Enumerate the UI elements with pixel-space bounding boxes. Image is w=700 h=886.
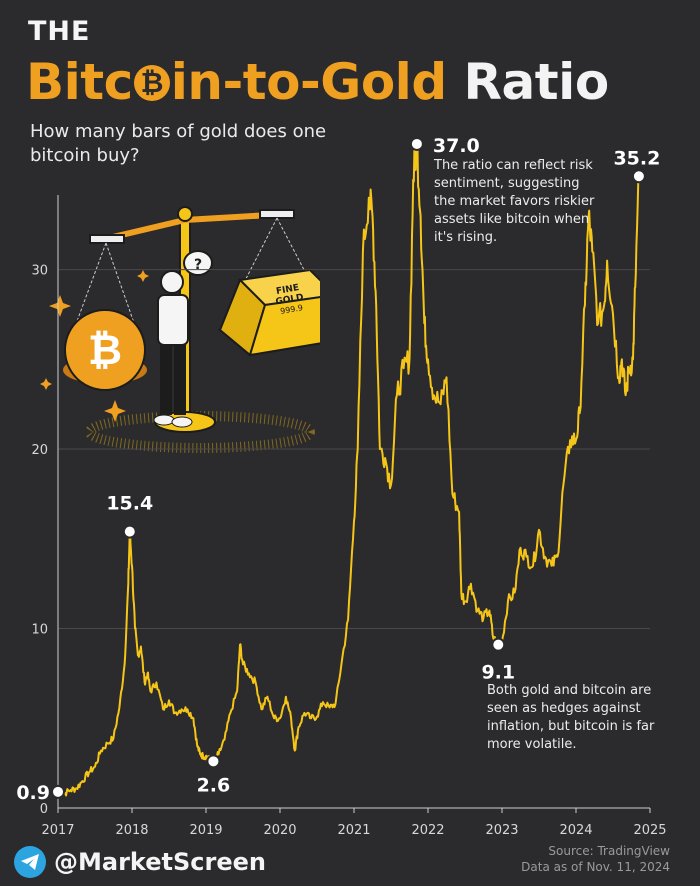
title-part-bitcoin: Bitc: [26, 53, 133, 111]
source-note: Source: TradingView Data as of Nov. 11, …: [521, 843, 670, 875]
y-tick-label: 10: [31, 623, 48, 638]
gold-bar-icon: FINE GOLD 999.9: [217, 268, 320, 357]
ratio-series-line: [57, 141, 640, 797]
svg-text:?: ?: [194, 257, 202, 273]
svg-text:₿: ₿: [88, 325, 122, 374]
annotation-marker: [491, 637, 506, 652]
chart-axes: 0 10 20 30 2017 2018 2019 2020 2021 2022 2023 2024 2…: [31, 195, 667, 838]
x-tick-label: 2023: [485, 823, 518, 838]
annotation-value: 2.6: [197, 774, 231, 796]
annotation-value: 35.2: [613, 147, 660, 169]
annotation-marker: [409, 136, 424, 151]
x-tick-label: 2018: [115, 823, 148, 838]
x-tick-label: 2021: [337, 823, 370, 838]
x-tick-label: 2024: [559, 823, 592, 838]
x-tick-label: 2019: [189, 823, 222, 838]
y-tick-label: 30: [31, 264, 48, 279]
annotation-value: 0.9: [16, 782, 50, 804]
annotation-marker: [631, 169, 646, 184]
annotation-value: 9.1: [481, 662, 515, 684]
bitcoin-coin-icon: ₿: [63, 309, 147, 391]
annotation-value: 15.4: [106, 493, 153, 515]
x-tick-label: 2022: [411, 823, 444, 838]
x-tick-label: 2017: [41, 823, 74, 838]
data-date-line: Data as of Nov. 11, 2024: [521, 860, 670, 874]
handle-text[interactable]: @MarketScreen: [54, 848, 266, 876]
svg-text:GOLD: GOLD: [275, 293, 305, 308]
annotation-note-peak: The ratio can reflect risk sentiment, su…: [434, 158, 595, 245]
x-tick-label: 2020: [263, 823, 296, 838]
telegram-icon: [14, 846, 46, 878]
title-part-to-gold: in-to-Gold: [170, 53, 447, 111]
svg-text:999.9: 999.9: [280, 303, 304, 316]
main-title: Bitc ₿ in-to-Gold Ratio: [26, 52, 609, 112]
chart-grid: [58, 269, 650, 630]
sparkle-icon: [40, 270, 149, 422]
balance-scale-illustration: ₿ FINE GOLD 999.9 ?: [40, 206, 320, 453]
social-handle[interactable]: @MarketScreen: [14, 846, 266, 878]
y-tick-label: 20: [31, 443, 48, 458]
subtitle: How many bars of gold does one bitcoin b…: [30, 121, 327, 166]
annotation-marker: [206, 754, 221, 769]
y-tick-label: 0: [40, 802, 48, 817]
x-tick-label: 2025: [633, 823, 666, 838]
annotation-marker: [51, 784, 65, 799]
annotation-marker: [122, 524, 137, 539]
dotted-shadow: [85, 411, 315, 453]
person-icon: ?: [153, 250, 213, 428]
title-coin-icon: ₿: [133, 64, 170, 101]
source-line: Source: TradingView: [548, 844, 670, 858]
annotation-layer: 0.9 15.4 2.6 37.0 9.1 35.2: [16, 135, 660, 804]
title-part-ratio: Ratio: [463, 53, 610, 111]
annotation-note-low: Both gold and bitcoin are seen as hedges…: [487, 683, 655, 752]
svg-text:FINE: FINE: [275, 283, 300, 297]
pre-title: THE: [28, 16, 91, 47]
annotation-value: 37.0: [433, 135, 480, 157]
